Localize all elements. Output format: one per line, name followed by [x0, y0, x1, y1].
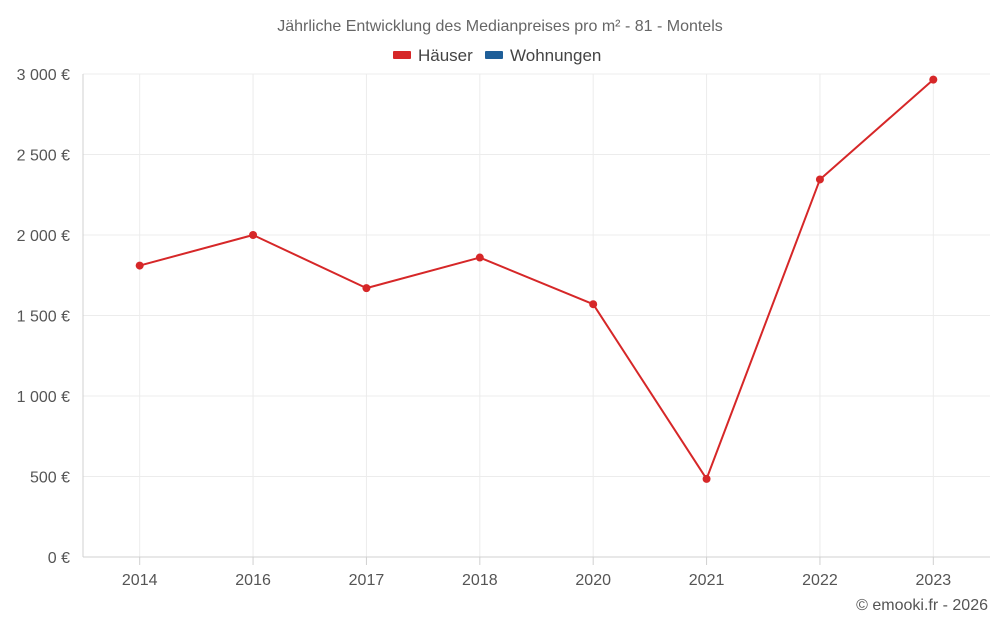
data-point-2022[interactable] — [815, 175, 824, 184]
data-point-2014[interactable] — [135, 261, 144, 270]
y-tick-label: 500 € — [30, 470, 70, 487]
data-point-2023[interactable] — [929, 75, 938, 84]
x-tick-label: 2018 — [462, 572, 498, 589]
series-line-hauser — [139, 78, 934, 480]
legend[interactable]: Häuser Wohnungen — [393, 46, 601, 65]
axis-layer: 0 € 500 € 1 000 € 1 500 € 2 000 € 2 500 € 3 00… — [17, 67, 990, 589]
x-tick-label: 2023 — [916, 572, 952, 589]
x-tick-label: 2021 — [689, 572, 725, 589]
y-tick-label: 1 500 € — [17, 309, 70, 326]
legend-label-hauser: Häuser — [418, 46, 473, 65]
y-tick-label: 0 € — [48, 550, 70, 567]
legend-item-wohnungen[interactable]: Wohnungen — [485, 46, 601, 65]
x-tick-label: 2017 — [349, 572, 385, 589]
data-point-2018[interactable] — [475, 253, 484, 262]
legend-label-wohnungen: Wohnungen — [510, 46, 601, 65]
y-tick-label: 2 000 € — [17, 228, 70, 245]
series-layer — [135, 75, 938, 483]
y-tick-label: 1 000 € — [17, 389, 70, 406]
data-point-2017[interactable] — [362, 284, 371, 293]
legend-swatch-hauser — [393, 51, 411, 59]
legend-item-hauser[interactable]: Häuser — [393, 46, 473, 65]
y-tick-label: 3 000 € — [17, 67, 70, 84]
data-point-2016[interactable] — [249, 231, 258, 239]
data-point-2021[interactable] — [702, 474, 711, 483]
grid-layer — [83, 73, 990, 557]
x-tick-label: 2022 — [802, 572, 838, 589]
x-tick-label: 2014 — [122, 572, 158, 589]
data-point-2020[interactable] — [589, 300, 598, 309]
y-tick-label: 2 500 € — [17, 148, 70, 165]
credit-text: © emooki.fr - 2026 — [856, 597, 988, 614]
x-tick-label: 2016 — [235, 572, 271, 589]
legend-swatch-wohnungen — [485, 51, 503, 59]
chart-title: Jährliche Entwicklung des Medianpreises … — [277, 18, 723, 35]
x-tick-label: 2020 — [575, 572, 611, 589]
